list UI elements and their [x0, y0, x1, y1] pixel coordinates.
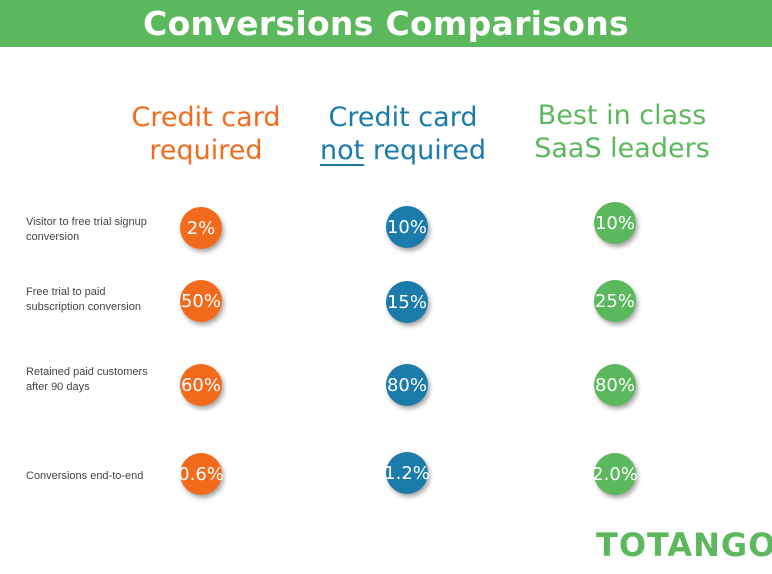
value-bubble-orange: 50% [180, 280, 222, 322]
value-bubble-orange: 2% [180, 207, 222, 249]
value-bubble-blue: 80% [386, 364, 428, 406]
totango-logo: TOTANGO [596, 526, 772, 564]
column-header-line2-text: required [364, 135, 486, 166]
row-label-visitor-to-trial: Visitor to free trial signup conversion [26, 216, 147, 243]
value-bubble-orange: 0.6% [178, 453, 224, 495]
column-header-credit-card-not-required: Credit card not required [293, 101, 513, 167]
value-bubble-blue: 15% [386, 281, 428, 323]
column-header-line2-text: required [149, 135, 263, 166]
column-header-line2: not required [293, 134, 513, 167]
value-bubble-green: 10% [594, 202, 636, 244]
value-bubble-green: 80% [594, 364, 636, 406]
column-header-best-in-class: Best in class SaaS leaders [512, 99, 732, 165]
column-header-line1: Best in class [537, 100, 707, 131]
column-header-line1: Credit card [131, 102, 281, 133]
value-bubble-green: 25% [594, 280, 636, 322]
value-bubble-blue: 1.2% [384, 452, 430, 494]
value-bubble-orange: 60% [180, 364, 222, 406]
row-label-end-to-end: Conversions end-to-end [26, 470, 144, 482]
value-bubble-blue: 10% [386, 206, 428, 248]
column-header-line2: required [96, 134, 316, 167]
page-title: Conversions Comparisons [143, 4, 629, 43]
row-label-trial-to-paid: Free trial to paid subscription conversi… [26, 286, 141, 313]
row-label-retained-customers: Retained paid customers after 90 days [26, 366, 148, 393]
column-header-line2: SaaS leaders [534, 133, 710, 164]
column-header-credit-card-required: Credit card required [96, 101, 316, 167]
value-bubble-green: 2.0% [592, 453, 638, 495]
column-header-emphasis: not [320, 135, 365, 166]
title-banner: Conversions Comparisons [0, 0, 772, 47]
column-header-line1: Credit card [328, 102, 478, 133]
